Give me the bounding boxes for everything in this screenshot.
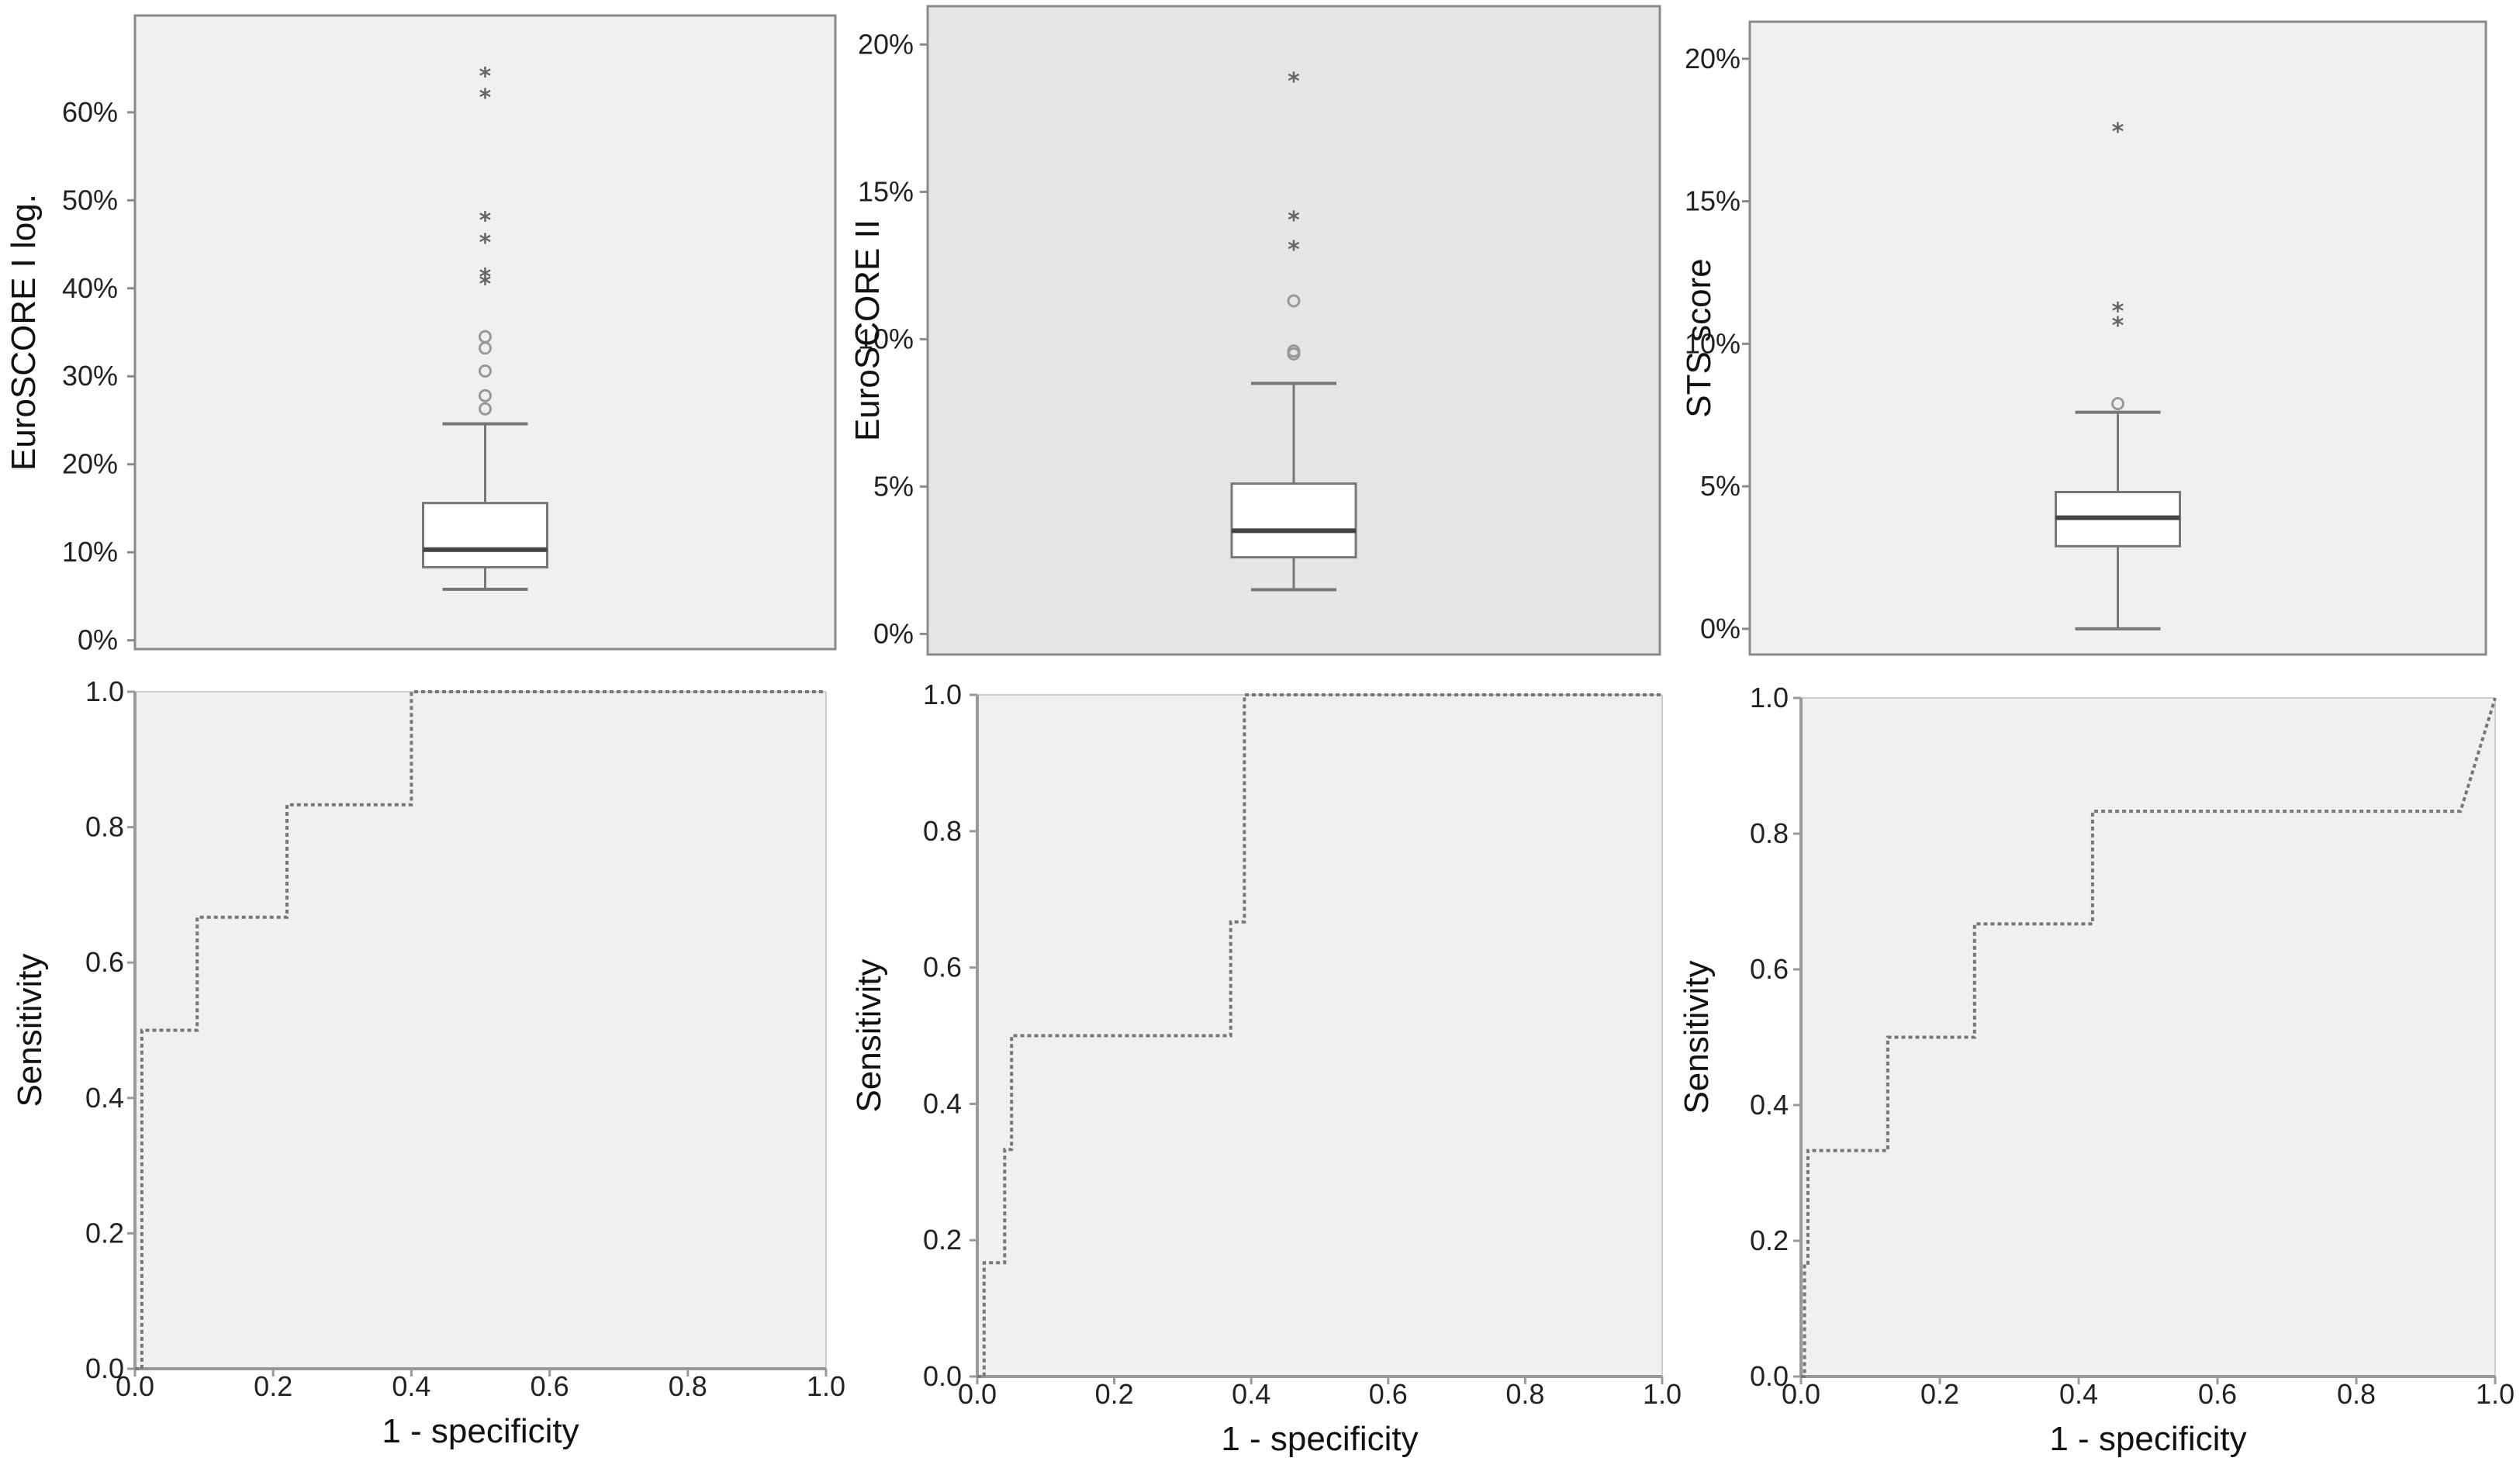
y-tick-label: 1.0 (1750, 682, 1789, 713)
y-tick-label: 1.0 (923, 679, 962, 710)
outlier-point (1287, 294, 1301, 308)
extreme-point: * (2112, 313, 2124, 340)
y-tick-label: 10% (1685, 327, 1740, 359)
x-tick-label: 0.4 (1232, 1378, 1270, 1410)
extreme-point: * (479, 264, 492, 291)
x-tick-label: 1.0 (1643, 1378, 1682, 1410)
x-tick-label: 0.4 (2059, 1378, 2098, 1410)
y-tick-label: 0% (873, 617, 914, 649)
outlier-point (2111, 397, 2124, 411)
roc-panel-1: 0.0 0.2 0.4 0.6 0.8 1.0 0.0 0.2 0.4 0.6 0.8 1.0 Sens… (11, 675, 845, 1450)
y-tick-label: 0% (78, 624, 118, 656)
roc-curve (135, 690, 826, 1370)
outlier-point (479, 364, 492, 378)
x-tick-label: 0.0 (116, 1370, 154, 1402)
y-tick-label: 60% (62, 96, 118, 128)
outlier-point (479, 402, 492, 416)
y-tick-label: 0.6 (1750, 953, 1789, 985)
y-tick-label: 0.4 (1750, 1089, 1789, 1121)
extreme-point: * (1288, 68, 1300, 95)
plot-area (135, 692, 826, 1369)
iqr-box (422, 502, 548, 568)
x-tick-label: 0.8 (1505, 1378, 1544, 1410)
extreme-point: * (479, 230, 492, 257)
y-tick-label: 0% (1700, 613, 1740, 644)
x-axis-title: 1 - specificity (382, 1412, 579, 1450)
y-axis-title: Sensitivity (1678, 960, 1716, 1114)
roc-curve (1801, 697, 2497, 1378)
y-axis-title: Sensitivity (11, 953, 49, 1107)
x-tick-label: 0.6 (531, 1370, 569, 1402)
x-tick-label: 0.4 (392, 1370, 430, 1402)
outlier-point (479, 330, 492, 344)
y-tick-label: 0.2 (85, 1217, 124, 1249)
y-tick-label: 30% (62, 360, 118, 392)
y-tick-label: 0.8 (85, 811, 124, 843)
x-axis-title: 1 - specificity (2049, 1420, 2246, 1458)
y-tick-label: 0.8 (923, 815, 962, 847)
y-tick-label: 20% (62, 448, 118, 480)
outlier-point (479, 389, 492, 402)
y-tick-label: 0.6 (923, 952, 962, 983)
x-tick-label: 1.0 (2476, 1378, 2515, 1410)
y-axis-title: EuroSCORE II (849, 219, 887, 441)
y-tick-label: 50% (62, 184, 118, 216)
outlier-point (1287, 344, 1301, 358)
x-tick-label: 0.2 (254, 1370, 292, 1402)
y-tick-label: 40% (62, 272, 118, 304)
y-axis-title: Sensitivity (850, 959, 888, 1112)
y-tick-label: 0.4 (85, 1082, 124, 1114)
y-tick-label: 0.0 (85, 1352, 124, 1384)
extreme-point: * (479, 64, 492, 91)
x-tick-label: 0.6 (1369, 1378, 1408, 1410)
y-tick-label: 0.8 (1750, 817, 1789, 849)
extreme-point: * (1288, 237, 1300, 264)
y-tick-label: 20% (858, 28, 914, 60)
extreme-point: * (479, 85, 492, 112)
x-tick-label: 0.6 (2198, 1378, 2237, 1410)
y-tick-label: 0.0 (923, 1360, 962, 1392)
extreme-point: * (2112, 119, 2124, 146)
x-tick-label: 0.2 (1920, 1378, 1959, 1410)
y-tick-label: 15% (1685, 185, 1740, 217)
x-tick-label: 0.0 (958, 1378, 997, 1410)
y-tick-label: 20% (1685, 43, 1740, 74)
y-tick-label: 5% (1700, 470, 1740, 502)
y-tick-label: 0.0 (1750, 1360, 1789, 1392)
y-tick-label: 10% (62, 536, 118, 568)
y-tick-label: 5% (873, 470, 914, 502)
y-tick-label: 15% (858, 175, 914, 207)
x-tick-label: 0.8 (2337, 1378, 2376, 1410)
y-tick-label: 1.0 (85, 675, 124, 707)
extreme-point: * (479, 271, 492, 298)
roc-panel-2: 0.0 0.2 0.4 0.6 0.8 1.0 0.0 0.2 0.4 0.6 0.8 1.0 Sens… (850, 679, 1682, 1458)
boxplot-panel-1: 0%10%20%30%40%50%60%******EuroSCORE I lo… (5, 14, 837, 656)
y-tick-label: 0.2 (923, 1224, 962, 1256)
boxplot-panel-2: 0% 5% 10% 15% 20% * * * EuroSCORE II (849, 5, 1661, 656)
extreme-point: * (479, 208, 492, 235)
x-tick-label: 0.0 (1782, 1378, 1820, 1410)
y-tick-label: 0.2 (1750, 1225, 1789, 1256)
extreme-point: * (2112, 299, 2124, 326)
x-tick-label: 1.0 (807, 1370, 845, 1402)
x-tick-label: 0.2 (1095, 1378, 1134, 1410)
y-axis-title: STS score (1680, 258, 1718, 417)
y-tick-label: 0.4 (923, 1087, 962, 1119)
x-axis-title: 1 - specificity (1221, 1420, 1418, 1458)
boxplot-panel-3: 0%5%10%15%20%***STS score (1680, 20, 2487, 656)
iqr-box (1230, 482, 1357, 559)
y-axis-title: EuroSCORE I log. (5, 194, 43, 471)
y-tick-label: 10% (858, 323, 914, 354)
x-tick-label: 0.8 (669, 1370, 707, 1402)
roc-panel-3: 0.0 0.2 0.4 0.6 0.8 1.0 0.0 0.2 0.4 0.6 0.8 1.0 Sens… (1678, 682, 2515, 1458)
extreme-point: * (1288, 207, 1300, 234)
y-tick-label: 0.6 (85, 946, 124, 978)
